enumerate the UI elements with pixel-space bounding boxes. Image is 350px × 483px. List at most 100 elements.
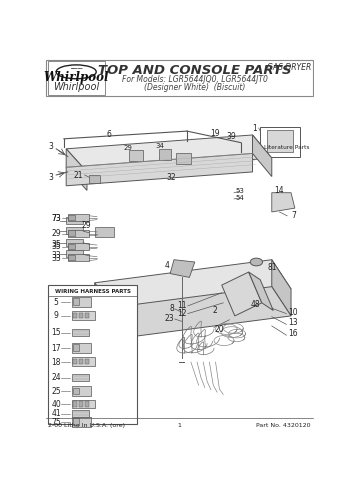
Polygon shape bbox=[248, 272, 273, 311]
Polygon shape bbox=[66, 154, 253, 186]
Bar bbox=[73, 359, 77, 364]
Bar bbox=[68, 230, 89, 237]
Text: 73: 73 bbox=[52, 213, 62, 223]
Text: 6: 6 bbox=[106, 130, 111, 140]
Text: 29: 29 bbox=[81, 221, 91, 230]
Text: 29: 29 bbox=[52, 229, 62, 238]
Text: ━━━━━: ━━━━━ bbox=[70, 67, 83, 71]
Text: 73: 73 bbox=[52, 213, 62, 223]
Text: 81: 81 bbox=[268, 263, 278, 272]
Text: 32: 32 bbox=[167, 173, 176, 182]
Text: 2-00 Litho In U.S.A. (ore): 2-00 Litho In U.S.A. (ore) bbox=[48, 423, 125, 428]
Text: 23: 23 bbox=[164, 314, 174, 323]
Text: WIRING HARNESS PARTS: WIRING HARNESS PARTS bbox=[55, 289, 131, 294]
Bar bbox=[72, 329, 89, 336]
Text: 17: 17 bbox=[51, 344, 61, 353]
Polygon shape bbox=[272, 260, 291, 316]
Polygon shape bbox=[222, 272, 262, 316]
Text: Literature Parts: Literature Parts bbox=[264, 145, 310, 150]
Text: (Designer White)  (Biscuit): (Designer White) (Biscuit) bbox=[144, 83, 245, 92]
Text: 3: 3 bbox=[48, 142, 53, 151]
Text: 35: 35 bbox=[52, 242, 62, 251]
Text: 24: 24 bbox=[51, 373, 61, 382]
Polygon shape bbox=[272, 193, 295, 212]
Bar bbox=[73, 387, 79, 395]
Bar bbox=[85, 359, 89, 364]
Bar bbox=[48, 285, 137, 424]
Bar bbox=[72, 343, 91, 353]
Text: 75: 75 bbox=[51, 418, 61, 426]
Text: 15: 15 bbox=[51, 328, 61, 337]
Bar bbox=[129, 150, 143, 161]
Text: 41: 41 bbox=[51, 409, 61, 418]
Text: 35: 35 bbox=[52, 240, 62, 249]
Bar bbox=[69, 243, 75, 249]
Bar bbox=[267, 130, 293, 152]
Bar bbox=[73, 401, 77, 407]
Bar bbox=[159, 149, 171, 159]
Bar bbox=[66, 251, 83, 257]
Text: TOP AND CONSOLE PARTS: TOP AND CONSOLE PARTS bbox=[98, 64, 292, 77]
Text: 1: 1 bbox=[252, 124, 257, 132]
Polygon shape bbox=[94, 283, 114, 339]
Bar bbox=[68, 214, 89, 221]
Text: 1: 1 bbox=[177, 423, 181, 428]
Bar bbox=[72, 311, 95, 320]
Text: 29: 29 bbox=[123, 145, 132, 151]
Bar bbox=[66, 227, 83, 234]
Bar bbox=[79, 401, 83, 407]
Text: Whirlpool: Whirlpool bbox=[53, 82, 99, 92]
Bar bbox=[79, 359, 83, 364]
Bar bbox=[73, 298, 79, 305]
Ellipse shape bbox=[250, 258, 262, 266]
Bar bbox=[72, 417, 91, 427]
Bar bbox=[69, 255, 75, 260]
Bar bbox=[85, 401, 89, 407]
Bar bbox=[46, 59, 313, 97]
Bar bbox=[176, 154, 191, 164]
Text: 4: 4 bbox=[164, 261, 169, 270]
Text: 53: 53 bbox=[236, 188, 244, 194]
Text: 3: 3 bbox=[48, 173, 53, 182]
Bar bbox=[73, 344, 79, 351]
Polygon shape bbox=[66, 149, 87, 190]
Text: 5: 5 bbox=[54, 298, 58, 307]
Bar bbox=[79, 313, 83, 318]
Ellipse shape bbox=[56, 65, 96, 79]
Bar bbox=[73, 418, 79, 425]
Bar bbox=[73, 313, 77, 318]
Text: 7: 7 bbox=[291, 211, 296, 220]
Text: 33: 33 bbox=[52, 251, 62, 260]
Bar bbox=[94, 227, 114, 237]
Text: 12: 12 bbox=[177, 309, 187, 318]
Text: 40: 40 bbox=[51, 400, 61, 409]
Text: 34: 34 bbox=[156, 143, 164, 149]
Text: 18: 18 bbox=[51, 357, 61, 367]
Bar bbox=[66, 217, 83, 224]
Polygon shape bbox=[66, 135, 272, 172]
Text: 16: 16 bbox=[288, 329, 298, 338]
Bar bbox=[72, 410, 89, 417]
Text: 11: 11 bbox=[177, 301, 187, 311]
Bar bbox=[66, 239, 83, 246]
Bar bbox=[48, 61, 105, 95]
Polygon shape bbox=[253, 135, 272, 177]
Bar bbox=[85, 313, 89, 318]
Text: 14: 14 bbox=[274, 186, 284, 195]
Text: Part No. 4320120: Part No. 4320120 bbox=[256, 423, 310, 428]
Bar bbox=[72, 400, 95, 408]
Text: 2: 2 bbox=[212, 306, 217, 315]
Bar bbox=[260, 127, 300, 156]
Bar bbox=[72, 374, 89, 381]
Text: 39: 39 bbox=[226, 132, 236, 141]
Bar bbox=[68, 243, 89, 250]
Text: 8: 8 bbox=[169, 304, 174, 313]
Bar bbox=[72, 297, 91, 307]
Polygon shape bbox=[94, 286, 291, 339]
Text: 13: 13 bbox=[288, 318, 298, 327]
Text: 19: 19 bbox=[210, 129, 220, 138]
Text: GAS DRYER: GAS DRYER bbox=[267, 63, 311, 71]
Bar bbox=[69, 230, 75, 236]
Text: 20: 20 bbox=[214, 325, 224, 333]
Bar bbox=[69, 215, 75, 220]
